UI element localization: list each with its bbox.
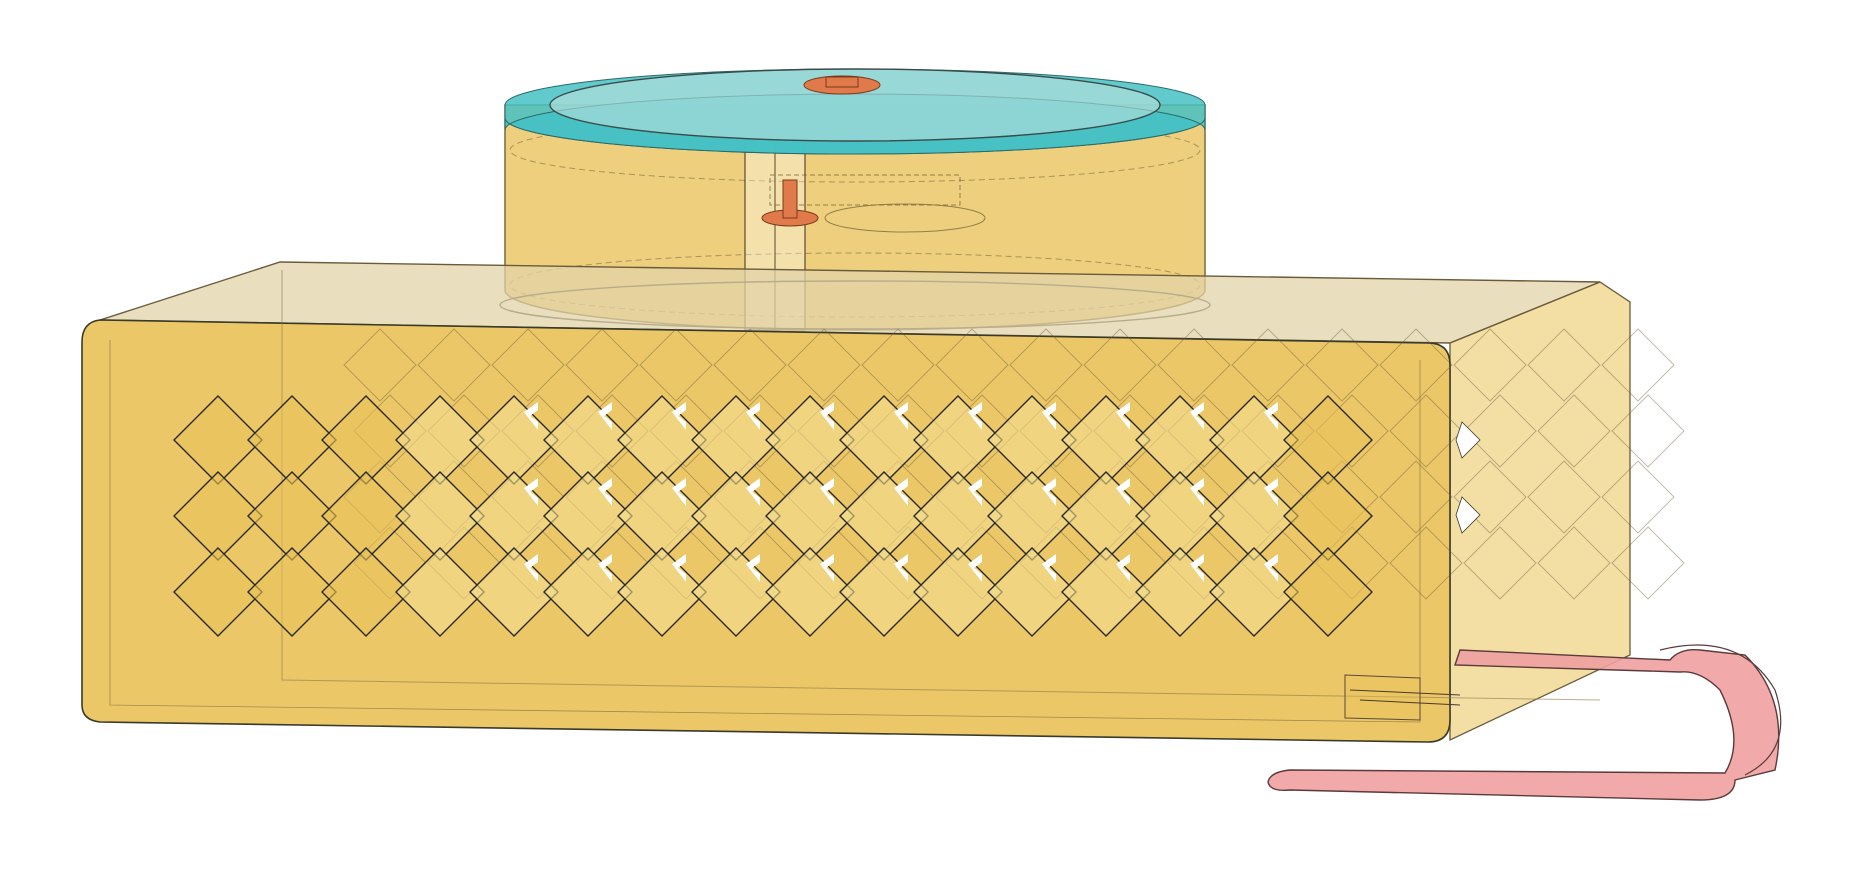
front-cutout: [765, 547, 855, 637]
back-cutout: [1389, 526, 1463, 600]
front-cutout: [1135, 547, 1225, 637]
back-cutout: [1379, 460, 1453, 534]
back-cutout: [491, 328, 565, 402]
see-through-gap: [598, 554, 612, 582]
back-cutout: [1453, 328, 1527, 402]
back-cutout: [1463, 526, 1537, 600]
see-through-gap: [1264, 478, 1278, 506]
see-through-gap: [820, 554, 834, 582]
back-cutout: [1601, 328, 1675, 402]
see-through-gap: [820, 402, 834, 430]
back-cutout: [861, 328, 935, 402]
front-cutout: [691, 547, 781, 637]
see-through-gap: [746, 478, 760, 506]
back-cutout: [343, 328, 417, 402]
back-cutout: [565, 328, 639, 402]
see-through-gap: [672, 554, 686, 582]
side-opening: [1455, 421, 1481, 459]
back-cutout: [1453, 460, 1527, 534]
back-cutout: [1463, 394, 1537, 468]
see-through-gap: [1042, 478, 1056, 506]
back-cutout: [417, 328, 491, 402]
see-through-gap: [894, 402, 908, 430]
see-through-gap: [894, 478, 908, 506]
front-cutout: [1209, 547, 1299, 637]
cutout-pattern-front: [173, 395, 1481, 637]
front-cutout: [987, 547, 1077, 637]
front-cutout: [321, 547, 411, 637]
see-through-gap: [968, 478, 982, 506]
front-cutout: [913, 547, 1003, 637]
back-cutout: [1527, 328, 1601, 402]
front-cutout: [1283, 547, 1373, 637]
see-through-gap: [894, 554, 908, 582]
front-cutout: [469, 547, 559, 637]
see-through-gap: [1116, 554, 1130, 582]
see-through-gap: [820, 478, 834, 506]
back-cutout: [1389, 394, 1463, 468]
back-cutout: [1083, 328, 1157, 402]
back-cutout: [1601, 460, 1675, 534]
back-cutout: [1611, 394, 1685, 468]
see-through-gap: [968, 554, 982, 582]
back-cutout: [1611, 526, 1685, 600]
see-through-gap: [1116, 478, 1130, 506]
see-through-gap: [746, 402, 760, 430]
back-cutout: [1009, 328, 1083, 402]
see-through-gap: [746, 554, 760, 582]
back-cutout: [935, 328, 1009, 402]
see-through-gap: [524, 478, 538, 506]
see-through-gap: [1190, 554, 1204, 582]
back-cutout: [787, 328, 861, 402]
see-through-gap: [1190, 478, 1204, 506]
back-cutout: [1537, 526, 1611, 600]
front-cutout: [1061, 547, 1151, 637]
see-through-gap: [1264, 554, 1278, 582]
front-cutout: [247, 547, 337, 637]
see-through-gap: [598, 478, 612, 506]
enclosure-box: [81, 261, 1685, 743]
belt-clip: [1267, 644, 1782, 801]
see-through-gap: [672, 478, 686, 506]
back-cutout: [1537, 394, 1611, 468]
see-through-gap: [524, 554, 538, 582]
front-cutout: [173, 547, 263, 637]
see-through-gap: [524, 402, 538, 430]
front-cutout: [543, 547, 633, 637]
front-cutout: [395, 547, 485, 637]
see-through-gap: [598, 402, 612, 430]
back-cutout: [1379, 328, 1453, 402]
front-cutout: [617, 547, 707, 637]
see-through-gap: [1264, 402, 1278, 430]
front-cutout: [839, 547, 929, 637]
back-cutout: [1527, 460, 1601, 534]
back-cutout: [713, 328, 787, 402]
back-cutout: [1157, 328, 1231, 402]
see-through-gap: [1042, 554, 1056, 582]
see-through-gap: [1116, 402, 1130, 430]
back-cutout: [1305, 328, 1379, 402]
see-through-gap: [672, 402, 686, 430]
back-cutout: [639, 328, 713, 402]
see-through-gap: [1042, 402, 1056, 430]
see-through-gap: [1190, 402, 1204, 430]
side-opening: [1455, 496, 1481, 534]
see-through-gap: [968, 402, 982, 430]
back-cutout: [1231, 328, 1305, 402]
